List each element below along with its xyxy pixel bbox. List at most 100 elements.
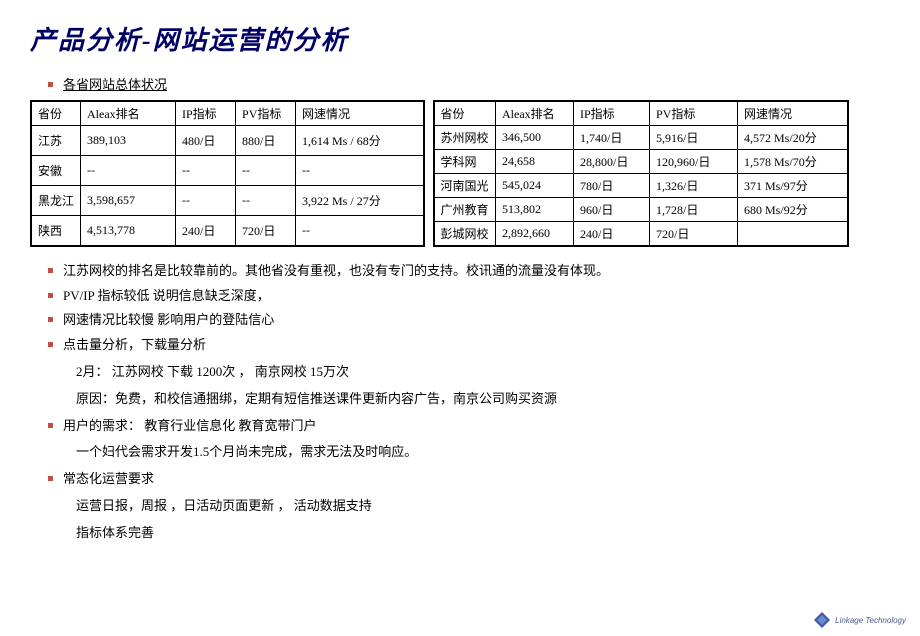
note-row: 江苏网校的排名是比较靠前的。其他省没有重视，也没有专门的支持。校讯通的流量没有体… xyxy=(48,261,890,282)
table-cell: 960/日 xyxy=(574,197,650,221)
table-cell: 江苏 xyxy=(31,125,81,155)
table-header-cell: PV指标 xyxy=(650,101,738,126)
table-header-cell: 网速情况 xyxy=(738,101,848,126)
table-row: 学科网24,65828,800/日120,960/日1,578 Ms/70分 xyxy=(434,149,848,173)
note-text: 常态化运营要求 xyxy=(63,469,154,490)
table-cell: 4,513,778 xyxy=(81,215,176,246)
note-text: 用户的需求： 教育行业信息化 教育宽带门户 xyxy=(63,416,317,437)
notes-section: 江苏网校的排名是比较靠前的。其他省没有重视，也没有专门的支持。校讯通的流量没有体… xyxy=(48,261,890,544)
bullet-icon xyxy=(48,342,53,347)
note-subtext: 指标体系完善 xyxy=(76,523,890,544)
note-subtext: 2月： 江苏网校 下载 1200次 ， 南京网校 15万次 xyxy=(76,362,890,383)
table-cell: 513,802 xyxy=(496,197,574,221)
bullet-icon xyxy=(48,317,53,322)
table-cell: 彭城网校 xyxy=(434,221,496,246)
logo-text: Linkage Technology xyxy=(835,616,906,625)
table-cell: 1,728/日 xyxy=(650,197,738,221)
table-cell: 120,960/日 xyxy=(650,149,738,173)
table-cell xyxy=(738,221,848,246)
table-cell: 陕西 xyxy=(31,215,81,246)
bullet-icon xyxy=(48,423,53,428)
table-header-cell: IP指标 xyxy=(176,101,236,126)
table-cell: -- xyxy=(236,155,296,185)
table-cell: 1,578 Ms/70分 xyxy=(738,149,848,173)
table-cell: 880/日 xyxy=(236,125,296,155)
table-cell: -- xyxy=(236,185,296,215)
left-table: 省份Aleax排名IP指标PV指标网速情况 江苏389,103480/日880/… xyxy=(30,100,425,247)
table-row: 彭城网校2,892,660240/日720/日 xyxy=(434,221,848,246)
table-cell: 371 Ms/97分 xyxy=(738,173,848,197)
table-cell: 河南国光 xyxy=(434,173,496,197)
table-row: 广州教育513,802960/日1,728/日680 Ms/92分 xyxy=(434,197,848,221)
table-cell: 安徽 xyxy=(31,155,81,185)
page-title: 产品分析-网站运营的分析 xyxy=(30,20,890,57)
table-cell: 1,740/日 xyxy=(574,125,650,149)
tables-container: 省份Aleax排名IP指标PV指标网速情况 江苏389,103480/日880/… xyxy=(30,100,890,247)
bullet-icon xyxy=(48,82,53,87)
logo-diamond-icon xyxy=(814,612,830,628)
subtitle-text: 各省网站总体状况 xyxy=(63,75,167,96)
table-cell: 240/日 xyxy=(176,215,236,246)
table-row: 河南国光545,024780/日1,326/日371 Ms/97分 xyxy=(434,173,848,197)
right-table: 省份Aleax排名IP指标PV指标网速情况 苏州网校346,5001,740/日… xyxy=(433,100,849,247)
table-cell: 780/日 xyxy=(574,173,650,197)
table-header-cell: Aleax排名 xyxy=(81,101,176,126)
table-cell: 广州教育 xyxy=(434,197,496,221)
bullet-icon xyxy=(48,268,53,273)
table-cell: 28,800/日 xyxy=(574,149,650,173)
table-cell: 1,326/日 xyxy=(650,173,738,197)
note-subtext: 一个妇代会需求开发1.5个月尚未完成，需求无法及时响应。 xyxy=(76,442,890,463)
table-cell: 720/日 xyxy=(650,221,738,246)
table-header-cell: 省份 xyxy=(31,101,81,126)
table-cell: -- xyxy=(81,155,176,185)
table-header-row: 省份Aleax排名IP指标PV指标网速情况 xyxy=(31,101,424,126)
table-cell: 240/日 xyxy=(574,221,650,246)
note-row: PV/IP 指标较低 说明信息缺乏深度， xyxy=(48,286,890,307)
table-row: 苏州网校346,5001,740/日5,916/日4,572 Ms/20分 xyxy=(434,125,848,149)
note-row: 点击量分析，下载量分析 xyxy=(48,335,890,356)
table-cell: 黑龙江 xyxy=(31,185,81,215)
table-header-cell: 网速情况 xyxy=(296,101,424,126)
table-cell: 1,614 Ms / 68分 xyxy=(296,125,424,155)
note-text: PV/IP 指标较低 说明信息缺乏深度， xyxy=(63,286,270,307)
note-row: 用户的需求： 教育行业信息化 教育宽带门户 xyxy=(48,416,890,437)
table-cell: 720/日 xyxy=(236,215,296,246)
table-cell: 2,892,660 xyxy=(496,221,574,246)
table-row: 黑龙江3,598,657----3,922 Ms / 27分 xyxy=(31,185,424,215)
table-cell: -- xyxy=(176,155,236,185)
note-subtext: 运营日报，周报 ，日活动页面更新 ， 活动数据支持 xyxy=(76,496,890,517)
table-cell: 3,922 Ms / 27分 xyxy=(296,185,424,215)
table-row: 安徽-------- xyxy=(31,155,424,185)
table-row: 陕西4,513,778240/日720/日-- xyxy=(31,215,424,246)
note-row: 网速情况比较慢 影响用户的登陆信心 xyxy=(48,310,890,331)
table-cell: 545,024 xyxy=(496,173,574,197)
note-row: 常态化运营要求 xyxy=(48,469,890,490)
table-cell: 680 Ms/92分 xyxy=(738,197,848,221)
table-cell: 389,103 xyxy=(81,125,176,155)
table-cell: -- xyxy=(296,155,424,185)
table-cell: 苏州网校 xyxy=(434,125,496,149)
table-cell: 24,658 xyxy=(496,149,574,173)
logo: Linkage Technology xyxy=(814,612,906,628)
table-row: 江苏389,103480/日880/日1,614 Ms / 68分 xyxy=(31,125,424,155)
table-cell: 480/日 xyxy=(176,125,236,155)
table-header-cell: IP指标 xyxy=(574,101,650,126)
note-text: 网速情况比较慢 影响用户的登陆信心 xyxy=(63,310,274,331)
note-text: 点击量分析，下载量分析 xyxy=(63,335,206,356)
table-header-row: 省份Aleax排名IP指标PV指标网速情况 xyxy=(434,101,848,126)
table-cell: -- xyxy=(296,215,424,246)
table-cell: 4,572 Ms/20分 xyxy=(738,125,848,149)
table-header-cell: 省份 xyxy=(434,101,496,126)
bullet-icon xyxy=(48,293,53,298)
table-header-cell: Aleax排名 xyxy=(496,101,574,126)
table-cell: -- xyxy=(176,185,236,215)
table-header-cell: PV指标 xyxy=(236,101,296,126)
note-text: 江苏网校的排名是比较靠前的。其他省没有重视，也没有专门的支持。校讯通的流量没有体… xyxy=(63,261,609,282)
table-cell: 3,598,657 xyxy=(81,185,176,215)
table-cell: 346,500 xyxy=(496,125,574,149)
note-subtext: 原因：免费，和校信通捆绑，定期有短信推送课件更新内容广告，南京公司购买资源 xyxy=(76,389,890,410)
bullet-icon xyxy=(48,476,53,481)
table-cell: 学科网 xyxy=(434,149,496,173)
table-cell: 5,916/日 xyxy=(650,125,738,149)
subtitle-row: 各省网站总体状况 xyxy=(48,75,890,96)
